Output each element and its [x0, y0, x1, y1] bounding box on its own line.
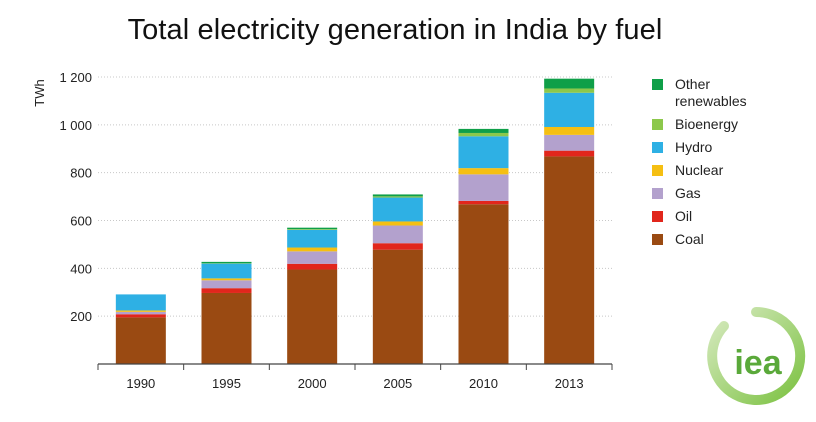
chart-legend: Other renewables Bioenergy Hydro Nuclear Gas…: [652, 76, 812, 254]
legend-label: Gas: [675, 185, 701, 201]
legend-item: Oil: [652, 208, 812, 225]
bar-segment-coal: [201, 292, 252, 364]
bar-segment-hydro: [287, 229, 338, 248]
legend-label: Other renewables: [675, 76, 747, 109]
legend-swatch: [652, 188, 663, 199]
x-tick-label: 1995: [212, 376, 241, 391]
bar-segment-coal: [287, 269, 338, 364]
bar-segment-oil: [544, 150, 595, 157]
x-tick-label: 2013: [555, 376, 584, 391]
bar-segment-bioenergy: [544, 88, 595, 93]
bar-segment-gas: [115, 311, 166, 315]
legend-label: Coal: [675, 231, 704, 247]
legend-label: Hydro: [675, 139, 713, 155]
legend-swatch: [652, 79, 663, 90]
legend-swatch: [652, 119, 663, 130]
legend-swatch: [652, 142, 663, 153]
bar-segment-hydro: [544, 92, 595, 127]
chart-title: Total electricity generation in India by…: [127, 14, 663, 46]
legend-item: Nuclear: [652, 162, 812, 179]
legend-item: Gas: [652, 185, 812, 202]
legend-label: Nuclear: [675, 162, 724, 178]
bar-segment-other-renewables: [287, 227, 338, 230]
bar-segment-other-renewables: [544, 78, 595, 89]
bar-segment-coal: [372, 249, 423, 364]
y-tick-label: 800: [70, 166, 92, 181]
bar-segment-coal: [115, 317, 166, 364]
bar-segment-gas: [372, 225, 423, 244]
bar-segment-bioenergy: [458, 132, 509, 137]
bar-segment-coal: [544, 156, 595, 364]
bar-segment-other-renewables: [458, 128, 509, 133]
bar-segment-hydro: [201, 263, 252, 279]
legend-label: Oil: [675, 208, 693, 224]
bar-segment-coal: [458, 204, 509, 364]
iea-logo: iea: [707, 306, 806, 405]
bar-segment-other-renewables: [201, 261, 252, 264]
bar-segment-oil: [201, 288, 252, 293]
bar-segment-nuclear: [544, 126, 595, 135]
x-tick-label: 1990: [126, 376, 155, 391]
bar-segment-bioenergy: [372, 196, 423, 198]
y-tick-label: 400: [70, 261, 92, 276]
bar-segment-oil: [115, 314, 166, 318]
bar-segment-nuclear: [458, 168, 509, 175]
bar-segment-oil: [287, 263, 338, 270]
legend-item: Hydro: [652, 139, 812, 156]
y-axis-label: TWh: [32, 79, 47, 106]
bar-segment-nuclear: [115, 310, 166, 312]
bar-segment-nuclear: [201, 278, 252, 281]
bar-segment-hydro: [458, 136, 509, 169]
bar-segment-oil: [458, 200, 509, 205]
x-tick-label: 2000: [298, 376, 327, 391]
x-tick-label: 2005: [383, 376, 412, 391]
bar-segment-bioenergy: [287, 229, 338, 230]
bar-segment-gas: [201, 280, 252, 289]
x-tick-label: 2010: [469, 376, 498, 391]
iea-logo-text: iea: [734, 344, 782, 382]
y-tick-label: 600: [70, 214, 92, 229]
legend-item: Coal: [652, 231, 812, 248]
legend-item: Bioenergy: [652, 116, 812, 133]
legend-item: Other renewables: [652, 76, 812, 110]
bar-segment-hydro: [372, 197, 423, 222]
y-tick-label: 1 000: [59, 118, 92, 133]
bar-segment-hydro: [115, 294, 166, 311]
bar-segment-gas: [544, 134, 595, 151]
bar-segment-other-renewables: [372, 194, 423, 197]
bar-segment-nuclear: [372, 221, 423, 226]
y-tick-label: 1 200: [59, 70, 92, 85]
legend-swatch: [652, 211, 663, 222]
legend-swatch: [652, 165, 663, 176]
bar-segment-nuclear: [287, 247, 338, 252]
bar-segment-oil: [372, 243, 423, 250]
legend-swatch: [652, 234, 663, 245]
y-tick-label: 200: [70, 309, 92, 324]
bar-segment-gas: [458, 174, 509, 201]
bar-segment-gas: [287, 251, 338, 264]
legend-label: Bioenergy: [675, 116, 739, 132]
